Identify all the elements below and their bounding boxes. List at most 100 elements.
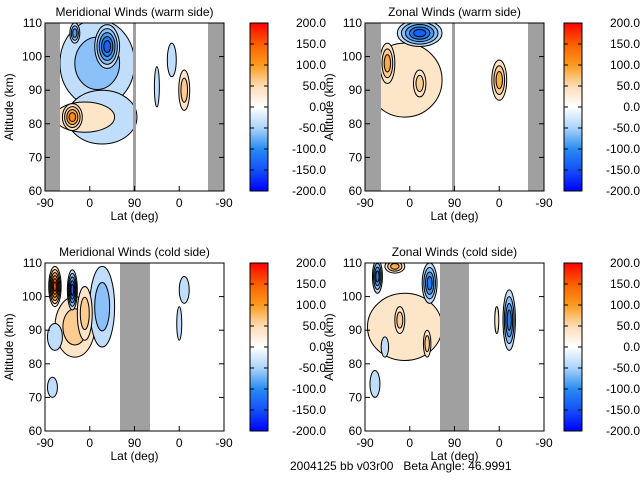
no-data-region bbox=[133, 23, 136, 191]
colorbar-tick-label: 150.0 bbox=[296, 37, 326, 51]
y-tick-label: 70 bbox=[349, 150, 363, 164]
y-tick-label: 60 bbox=[349, 424, 363, 438]
y-tick-label: 110 bbox=[23, 16, 42, 30]
negative-wind-contour bbox=[380, 336, 390, 358]
negative-wind-contour bbox=[153, 66, 160, 108]
negative-wind-contour bbox=[166, 42, 177, 78]
y-tick-label: 80 bbox=[29, 357, 43, 371]
y-tick-label: 90 bbox=[29, 83, 43, 97]
colorbar-tick-label: 200.0 bbox=[610, 256, 640, 270]
panel-title: Meridional Winds (cold side) bbox=[59, 245, 210, 259]
y-tick-label: 90 bbox=[349, 323, 363, 337]
x-tick-label: -90 bbox=[36, 196, 54, 210]
colorbar-tick-label: -150.0 bbox=[292, 403, 326, 417]
y-tick-label: 100 bbox=[342, 50, 362, 64]
negative-wind-contour bbox=[369, 370, 381, 398]
positive-wind-contour bbox=[396, 311, 404, 329]
y-tick-label: 110 bbox=[23, 256, 42, 270]
colorbar-tick-label: 0.0 bbox=[623, 100, 640, 114]
x-tick-label: -90 bbox=[215, 196, 233, 210]
y-tick-label: 80 bbox=[29, 117, 43, 131]
positive-wind-contour bbox=[53, 281, 57, 292]
x-axis-label: Lat (deg) bbox=[110, 449, 158, 463]
negative-wind-contour bbox=[46, 322, 63, 351]
panel-3: Meridional Winds (cold side) -90 0 90 0 -90 La… bbox=[2, 245, 326, 463]
negative-wind-contour bbox=[46, 376, 58, 398]
colorbar-tick-label: 100.0 bbox=[610, 298, 640, 312]
negative-wind-contour bbox=[413, 28, 427, 38]
x-tick-label: 0 bbox=[176, 196, 183, 210]
colorbar-tick-label: 50.0 bbox=[303, 319, 327, 333]
colorbar-tick-label: 50.0 bbox=[617, 319, 640, 333]
plot-area bbox=[45, 23, 224, 191]
no-data-region bbox=[45, 23, 60, 191]
x-tick-label: 90 bbox=[448, 196, 462, 210]
plot-area bbox=[366, 263, 516, 431]
colorbar-tick-label: -200.0 bbox=[606, 184, 640, 198]
y-tick-label: 100 bbox=[342, 290, 362, 304]
y-tick-label: 70 bbox=[349, 390, 363, 404]
positive-wind-contour bbox=[495, 70, 503, 90]
y-tick-label: 80 bbox=[349, 357, 363, 371]
y-axis-label: Altitude (km) bbox=[2, 313, 16, 380]
no-data-region bbox=[120, 263, 150, 431]
colorbar-tick-label: 100.0 bbox=[296, 298, 326, 312]
colorbar-tick-label: 0.0 bbox=[309, 340, 326, 354]
colorbar-tick-label: 200.0 bbox=[296, 16, 326, 30]
x-tick-label: -90 bbox=[36, 436, 54, 450]
panel-4: Zonal Winds (cold side) -90 0 90 0 -90 Lat (de… bbox=[322, 245, 640, 463]
x-tick-label: 90 bbox=[128, 196, 142, 210]
y-tick-label: 70 bbox=[29, 150, 43, 164]
no-data-region bbox=[528, 23, 544, 191]
x-tick-label: 0 bbox=[496, 436, 503, 450]
negative-wind-contour bbox=[103, 40, 112, 53]
positive-wind-contour bbox=[494, 306, 500, 335]
colorbar-tick-label: -50.0 bbox=[613, 361, 640, 375]
x-tick-label: 90 bbox=[128, 436, 142, 450]
y-axis-label: Altitude (km) bbox=[2, 73, 16, 140]
negative-wind-contour bbox=[178, 275, 190, 304]
y-axis-label: Altitude (km) bbox=[322, 313, 336, 380]
plot-area bbox=[46, 263, 190, 431]
colorbar-tick-label: 150.0 bbox=[610, 277, 640, 291]
colorbar-tick-label: -100.0 bbox=[606, 142, 640, 156]
colorbar-tick-label: -50.0 bbox=[299, 361, 327, 375]
x-tick-label: -90 bbox=[535, 436, 553, 450]
colorbar-tick-label: -150.0 bbox=[292, 163, 326, 177]
positive-wind-contour bbox=[390, 263, 400, 270]
x-tick-label: -90 bbox=[356, 436, 374, 450]
panel-2: Zonal Winds (warm side) -90 0 90 0 -90 Lat (de… bbox=[322, 5, 640, 223]
y-tick-label: 60 bbox=[349, 184, 363, 198]
colorbar-tick-label: 150.0 bbox=[296, 277, 326, 291]
positive-wind-contour bbox=[79, 296, 90, 331]
panel-title: Zonal Winds (warm side) bbox=[388, 5, 521, 19]
colorbar-tick-label: 150.0 bbox=[610, 37, 640, 51]
positive-wind-contour bbox=[68, 112, 77, 123]
negative-wind-contour bbox=[176, 306, 183, 341]
colorbar-tick-label: 200.0 bbox=[296, 256, 326, 270]
panel-title: Zonal Winds (cold side) bbox=[392, 245, 517, 259]
negative-wind-contour bbox=[94, 281, 111, 332]
y-tick-label: 100 bbox=[22, 290, 42, 304]
no-data-region bbox=[365, 23, 381, 191]
y-tick-label: 60 bbox=[29, 424, 43, 438]
colorbar-tick-label: 50.0 bbox=[617, 79, 640, 93]
x-tick-label: -90 bbox=[535, 196, 553, 210]
colorbar-tick-label: -200.0 bbox=[606, 424, 640, 438]
y-tick-label: 70 bbox=[29, 390, 43, 404]
x-tick-label: -90 bbox=[356, 196, 374, 210]
y-tick-label: 110 bbox=[343, 256, 362, 270]
colorbar-tick-label: -200.0 bbox=[292, 424, 326, 438]
colorbar-tick-label: -100.0 bbox=[606, 382, 640, 396]
x-axis-label: Lat (deg) bbox=[430, 449, 478, 463]
y-axis-label: Altitude (km) bbox=[322, 73, 336, 140]
y-tick-label: 110 bbox=[343, 16, 362, 30]
panel-title: Meridional Winds (warm side) bbox=[55, 5, 213, 19]
x-tick-label: 0 bbox=[406, 436, 413, 450]
colorbar-tick-label: 100.0 bbox=[296, 58, 326, 72]
colorbar-tick-label: -50.0 bbox=[299, 121, 327, 135]
positive-wind-contour bbox=[383, 54, 392, 73]
footer-caption: 2004125 bb v03r00 Beta Angle: 46.9991 bbox=[290, 459, 512, 473]
y-tick-label: 100 bbox=[22, 50, 42, 64]
